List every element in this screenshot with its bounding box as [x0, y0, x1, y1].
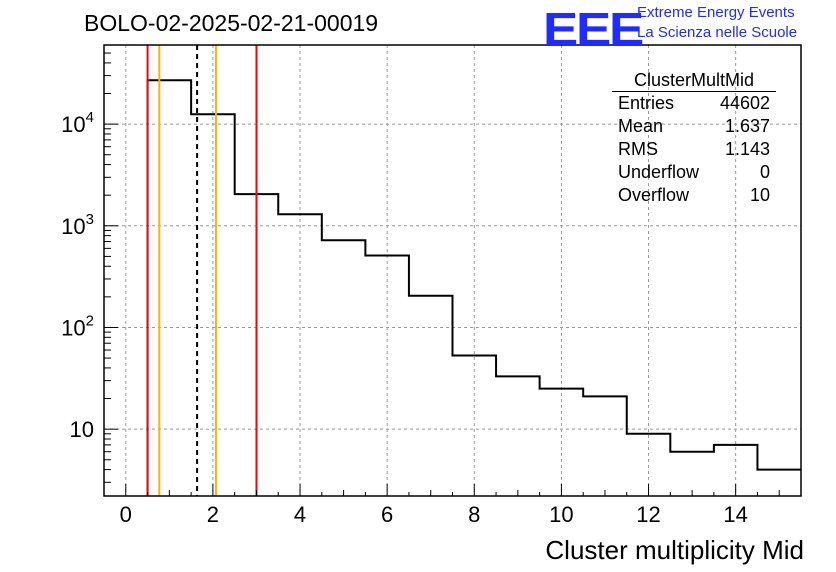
histogram-bin — [583, 396, 627, 496]
histogram-bin — [540, 389, 584, 496]
logo-subtitle-2: La Scienza nelle Scuole — [637, 24, 798, 41]
histogram-bars — [146, 79, 801, 496]
stats-label: RMS — [618, 139, 658, 159]
x-tick-label: 4 — [294, 502, 306, 527]
stats-value: 44602 — [719, 93, 770, 113]
y-tick-label: 10 — [70, 417, 94, 442]
stats-value: 0 — [759, 162, 770, 182]
stats-title: ClusterMultMid — [612, 69, 776, 92]
y-tick-label: 102 — [61, 312, 94, 340]
histogram-bin — [453, 356, 497, 496]
chart-title: BOLO-02-2025-02-21-00019 — [84, 10, 379, 36]
stats-label: Overflow — [618, 185, 690, 205]
stats-row: Overflow 10 — [612, 184, 776, 207]
stats-box: ClusterMultMid Entries 44602 Mean 1.637 … — [612, 69, 776, 207]
stats-row: Underflow 0 — [612, 161, 776, 184]
histogram-bin — [322, 240, 366, 496]
x-tick-label: 12 — [636, 502, 660, 527]
marker-lines — [146, 45, 258, 496]
stats-row: Entries 44602 — [612, 92, 776, 115]
eee-logo: EEE — [543, 3, 644, 55]
histogram-bin — [278, 214, 322, 496]
stats-value: 1.143 — [724, 139, 770, 159]
stats-value: 1.637 — [724, 116, 770, 136]
x-tick-label: 10 — [549, 502, 573, 527]
stats-row: Mean 1.637 — [612, 115, 776, 138]
x-tick-label: 14 — [723, 502, 747, 527]
stats-label: Entries — [618, 93, 675, 113]
logo-subtitle-1: Extreme Energy Events — [637, 4, 795, 21]
histogram-bin — [365, 256, 409, 496]
x-tick-label: 2 — [207, 502, 219, 527]
x-axis-title: Cluster multiplicity Mid — [545, 535, 804, 565]
axis-ticks — [104, 44, 780, 496]
stats-label: Mean — [618, 116, 664, 136]
x-tick-label: 8 — [468, 502, 480, 527]
histogram-bin — [496, 376, 540, 496]
histogram-outline — [146, 79, 801, 496]
x-tick-label: 0 — [120, 502, 132, 527]
tick-labels: 0 2 4 6 8 10 12 14 10 102 103 104 — [61, 109, 748, 527]
stats-row: RMS 1.143 — [612, 138, 776, 161]
y-tick-label: 103 — [61, 211, 94, 239]
x-tick-label: 6 — [381, 502, 393, 527]
histogram-bin — [670, 452, 714, 496]
y-tick-label: 104 — [61, 109, 94, 137]
stats-label: Underflow — [618, 162, 700, 182]
stats-value: 10 — [749, 185, 770, 205]
histogram-bin — [409, 296, 453, 496]
histogram-bin — [148, 80, 192, 496]
